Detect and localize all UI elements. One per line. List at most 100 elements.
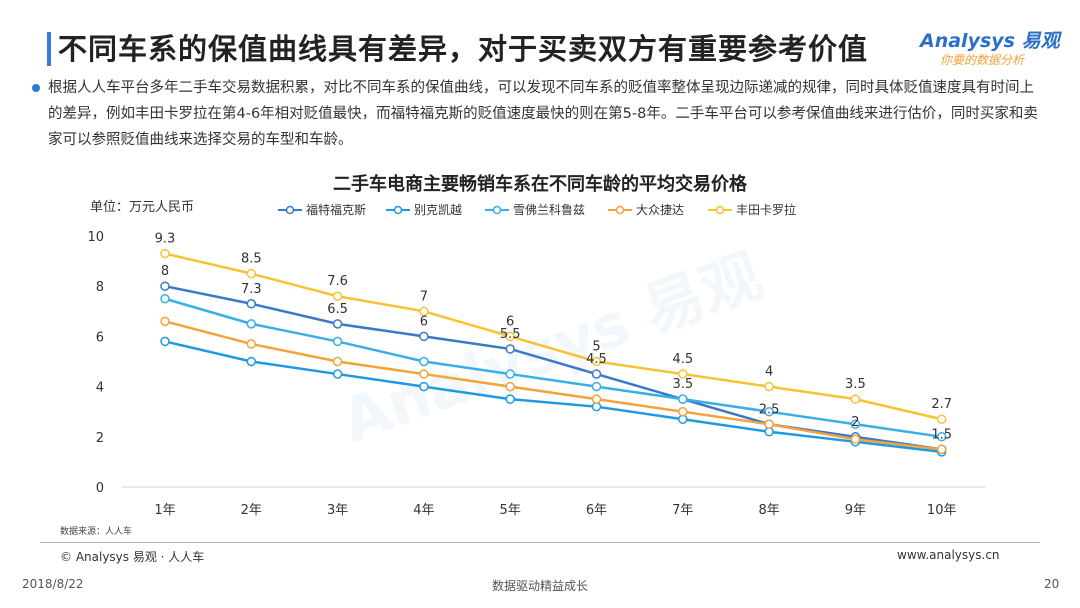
logo-sub-text: 你要的数据分析 [940,53,1025,67]
data-label: 5 [592,340,600,355]
data-point [936,432,947,442]
series-line [164,320,942,451]
data-point [505,369,515,379]
data-point [591,381,602,392]
data-label: 7.6 [327,274,348,289]
x-tick-label: 3年 [327,503,348,518]
data-point [246,268,257,279]
data-point [246,299,257,309]
y-tick-label: 0 [96,481,104,496]
y-tick-label: 10 [87,230,104,245]
legend-marker [715,205,725,215]
data-label: 7 [420,289,428,304]
bullet-icon [32,84,40,92]
data-point [591,369,602,379]
data-label: 3.5 [845,377,866,392]
legend-marker [285,205,295,215]
y-tick-label: 2 [96,431,104,446]
data-point [850,419,861,429]
data-point [419,381,429,392]
data-point [160,248,170,259]
data-label: 6.5 [327,302,348,317]
data-point [419,331,429,342]
data-label: 6 [420,314,428,329]
x-tick-label: 2年 [241,503,262,518]
data-point [419,356,429,367]
data-label: 6 [506,314,514,329]
data-label: 2.7 [931,397,952,412]
data-point [160,281,170,291]
series-line [164,252,942,421]
data-point [678,369,688,379]
data-point [332,369,343,379]
y-axis-unit-label: 单位：万元人民币 [90,200,195,215]
x-tick-label: 7年 [672,503,693,518]
data-point [246,356,257,367]
data-label: 9.3 [155,232,176,247]
data-label: 2.5 [759,402,780,417]
description-text: 根据人人车平台多年二手车交易数据积累，对比不同车系的保值曲线，可以发现不同车系的… [48,80,1038,148]
data-point [160,294,170,304]
data-point [764,406,774,417]
x-tick-label: 6年 [586,503,607,518]
data-label: 4 [765,365,773,380]
data-label: 7.3 [241,282,262,297]
series-line [164,340,942,454]
x-tick-label: 4年 [413,503,434,518]
copyright-text: © Analysys 易观 · 人人车 [60,550,205,564]
data-point [936,414,947,424]
data-point [850,394,861,404]
data-point [850,434,861,445]
x-tick-label: 9年 [845,503,866,518]
title-accent-bar [47,32,51,66]
data-point [246,339,257,349]
legend-marker [615,205,625,215]
data-point [505,381,515,392]
data-point [332,291,343,301]
data-point [936,444,947,455]
slide-slogan: 数据驱动精益成长 [491,579,588,593]
slide-date: 2018/8/22 [22,577,84,591]
data-point [332,319,343,329]
data-point [678,394,688,404]
legend-label: 别克凯越 [414,203,462,217]
page-title: 不同车系的保值曲线具有差异，对于买卖双方有重要参考价值 [58,32,869,66]
data-label: 8 [161,264,169,279]
data-label: 3.5 [672,377,693,392]
legend-label: 雪佛兰科鲁兹 [513,203,585,217]
x-tick-label: 5年 [500,503,521,518]
page-number: 20 [1044,577,1060,591]
data-point [160,336,170,347]
legend-label: 福特福克斯 [306,202,366,217]
data-point [419,306,429,317]
chart-title: 二手车电商主要畅销车系在不同车龄的平均交易价格 [333,174,747,195]
x-tick-label: 10年 [927,503,957,518]
data-point [419,369,429,379]
x-tick-label: 8年 [758,503,779,518]
data-label: 4.5 [586,352,607,367]
legend-label: 大众捷达 [636,203,684,217]
series-line [164,284,942,451]
y-tick-label: 4 [96,381,104,396]
data-point [332,356,343,367]
data-point [246,319,257,329]
data-point [505,331,515,342]
logo-main-text: Analysys 易观 [920,30,1060,52]
data-source-note: 数据来源：人人车 [60,527,133,537]
series-line [164,297,942,439]
legend-label: 丰田卡罗拉 [736,202,796,217]
data-point [764,419,774,429]
data-point [505,344,515,354]
data-point [160,316,170,327]
data-label: 1.5 [931,427,952,442]
data-point [332,336,343,347]
data-label: 2 [851,415,859,430]
data-label: 5.5 [500,327,521,342]
data-point [764,381,774,392]
website-link[interactable]: www.analysys.cn [897,548,1000,562]
data-point [678,406,688,417]
legend-marker [492,205,502,215]
y-tick-label: 8 [96,280,104,295]
legend-marker [393,205,403,215]
